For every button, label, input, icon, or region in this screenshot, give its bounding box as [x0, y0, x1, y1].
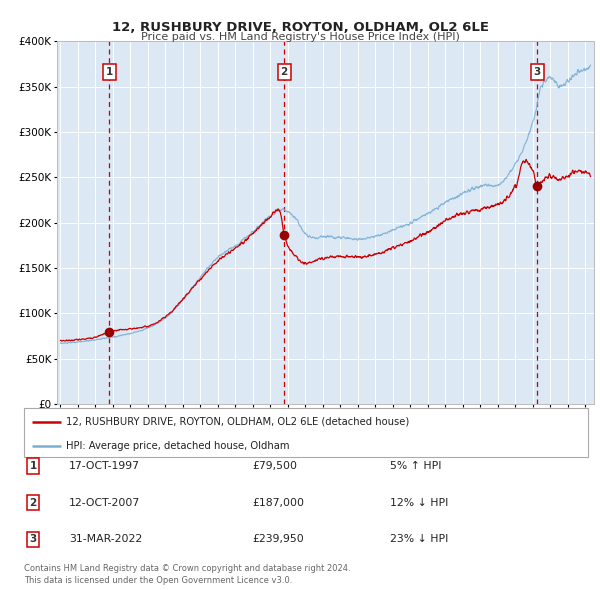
- Text: 2: 2: [280, 67, 287, 77]
- Text: £187,000: £187,000: [252, 498, 304, 507]
- Text: 2: 2: [29, 498, 37, 507]
- Text: £239,950: £239,950: [252, 535, 304, 544]
- Text: 5% ↑ HPI: 5% ↑ HPI: [390, 461, 442, 471]
- Text: 31-MAR-2022: 31-MAR-2022: [69, 535, 142, 544]
- Text: 3: 3: [533, 67, 541, 77]
- Text: Contains HM Land Registry data © Crown copyright and database right 2024.
This d: Contains HM Land Registry data © Crown c…: [24, 565, 350, 585]
- Text: 17-OCT-1997: 17-OCT-1997: [69, 461, 140, 471]
- Text: 12, RUSHBURY DRIVE, ROYTON, OLDHAM, OL2 6LE: 12, RUSHBURY DRIVE, ROYTON, OLDHAM, OL2 …: [112, 21, 488, 34]
- Text: 12-OCT-2007: 12-OCT-2007: [69, 498, 140, 507]
- Text: HPI: Average price, detached house, Oldham: HPI: Average price, detached house, Oldh…: [66, 441, 290, 451]
- Text: £79,500: £79,500: [252, 461, 297, 471]
- Text: 3: 3: [29, 535, 37, 544]
- Text: 1: 1: [29, 461, 37, 471]
- Text: 12, RUSHBURY DRIVE, ROYTON, OLDHAM, OL2 6LE (detached house): 12, RUSHBURY DRIVE, ROYTON, OLDHAM, OL2 …: [66, 417, 410, 427]
- Text: Price paid vs. HM Land Registry's House Price Index (HPI): Price paid vs. HM Land Registry's House …: [140, 32, 460, 42]
- Text: 12% ↓ HPI: 12% ↓ HPI: [390, 498, 448, 507]
- Text: 1: 1: [106, 67, 113, 77]
- Text: 23% ↓ HPI: 23% ↓ HPI: [390, 535, 448, 544]
